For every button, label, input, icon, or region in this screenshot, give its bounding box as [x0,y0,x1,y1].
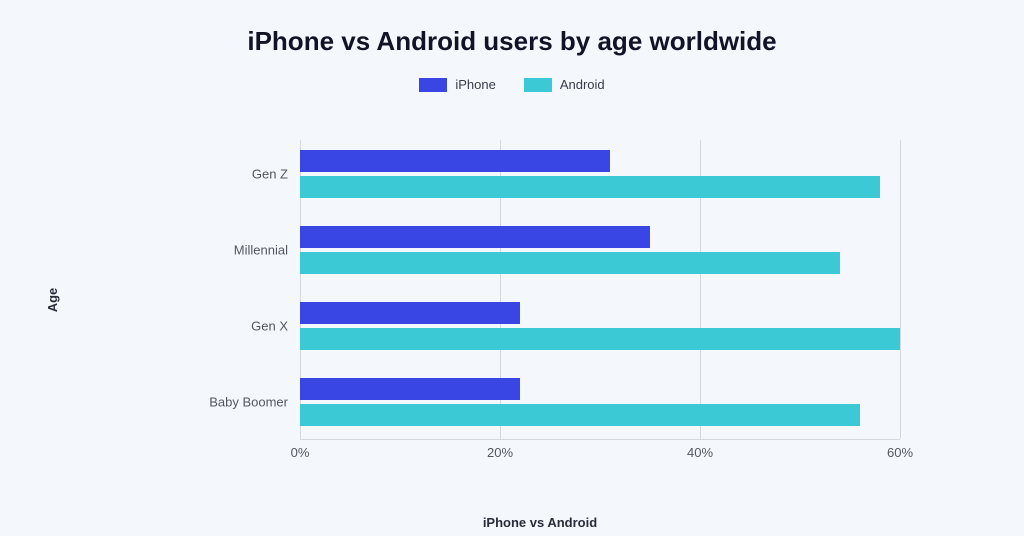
legend-item-android: Android [524,77,605,92]
legend-swatch-android [524,78,552,92]
bar-android [300,404,860,426]
plot-region: 0%20%40%60%Gen ZMillennialGen XBaby Boom… [300,140,900,440]
legend-swatch-iphone [419,78,447,92]
bar-iphone [300,302,520,324]
legend-label-android: Android [560,77,605,92]
bar-iphone [300,378,520,400]
gridline [900,140,901,439]
bar-android [300,176,880,198]
x-axis-title: iPhone vs Android [483,515,597,530]
legend-item-iphone: iPhone [419,77,495,92]
category-label: Millennial [234,243,300,258]
category-label: Gen Z [252,167,300,182]
y-axis-title: Age [45,288,60,313]
category-label: Baby Boomer [209,395,300,410]
bar-android [300,328,900,350]
bar-iphone [300,150,610,172]
bar-iphone [300,226,650,248]
category-label: Gen X [251,319,300,334]
chart-title: iPhone vs Android users by age worldwide [0,0,1024,57]
x-tick-label: 60% [887,439,913,460]
chart-area: Age iPhone vs Android 0%20%40%60%Gen ZMi… [160,140,920,460]
bar-android [300,252,840,274]
x-tick-label: 20% [487,439,513,460]
legend: iPhone Android [0,77,1024,92]
x-tick-label: 0% [291,439,310,460]
x-tick-label: 40% [687,439,713,460]
legend-label-iphone: iPhone [455,77,495,92]
